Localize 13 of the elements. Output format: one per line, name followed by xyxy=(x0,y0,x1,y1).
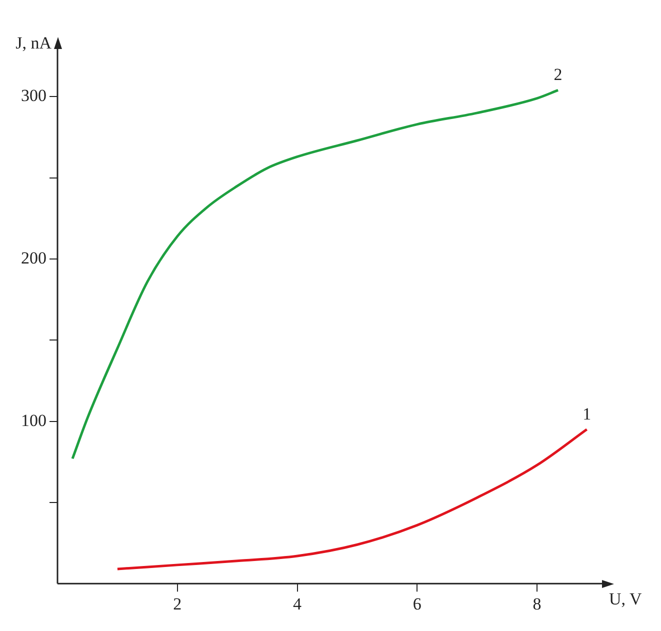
y-tick-label: 200 xyxy=(21,248,46,268)
x-tick-label: 2 xyxy=(173,594,182,614)
y-tick-label: 100 xyxy=(21,410,46,430)
x-axis-title: U, V xyxy=(609,590,642,609)
x-tick-label: 6 xyxy=(412,594,422,614)
line-series xyxy=(116,428,588,570)
y-tick-label: 300 xyxy=(21,86,46,106)
y-axis-title: J, nA xyxy=(16,33,52,52)
annotation: 2 xyxy=(554,65,562,84)
annotation: 1 xyxy=(582,404,592,424)
line-series xyxy=(71,88,560,460)
x-tick-label: 4 xyxy=(293,594,302,614)
x-tick-label: 8 xyxy=(532,594,542,614)
